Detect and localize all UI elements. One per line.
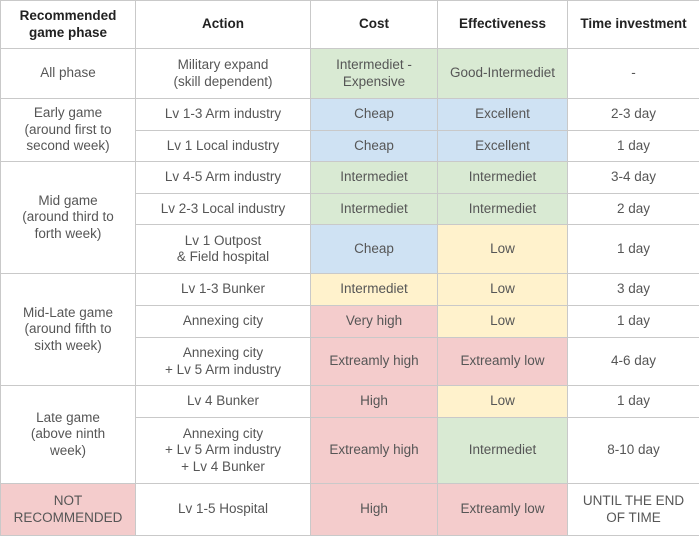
cell-cost: Intermediet	[311, 274, 438, 306]
cell-action: Lv 4 Bunker	[136, 386, 311, 418]
cell-cost: Very high	[311, 306, 438, 338]
table-row: Late game (above ninth week) Lv 4 Bunker…	[1, 386, 699, 418]
cell-action: Annexing city	[136, 306, 311, 338]
cell-effectiveness: Low	[438, 274, 568, 306]
header-time-investment: Time investment	[568, 1, 699, 49]
cell-effectiveness: Intermediet	[438, 162, 568, 194]
cell-cost: Cheap	[311, 131, 438, 162]
cell-cost: Intermediet	[311, 162, 438, 194]
cell-effectiveness: Good-Intermediet	[438, 49, 568, 99]
cell-effectiveness: Intermediet	[438, 418, 568, 484]
cell-cost: Cheap	[311, 225, 438, 274]
header-recommended-game-phase: Recommended game phase	[1, 1, 136, 49]
cell-cost: High	[311, 386, 438, 418]
cell-action: Annexing city + Lv 5 Arm industry + Lv 4…	[136, 418, 311, 484]
cell-time: 1 day	[568, 131, 699, 162]
cell-time: 1 day	[568, 306, 699, 338]
header-effectiveness: Effectiveness	[438, 1, 568, 49]
table-row: Mid game (around third to forth week) Lv…	[1, 162, 699, 194]
cell-action: Lv 1 Local industry	[136, 131, 311, 162]
cell-time: 3-4 day	[568, 162, 699, 194]
table-row: All phase Military expand (skill depende…	[1, 49, 699, 99]
cell-effectiveness: Low	[438, 225, 568, 274]
cell-action: Lv 1-3 Arm industry	[136, 99, 311, 131]
cell-time: 8-10 day	[568, 418, 699, 484]
cell-time: 2 day	[568, 194, 699, 225]
cell-phase-late-game: Late game (above ninth week)	[1, 386, 136, 484]
cell-phase-all: All phase	[1, 49, 136, 99]
cell-time: 3 day	[568, 274, 699, 306]
cell-effectiveness: Low	[438, 386, 568, 418]
cell-cost: Intermediet	[311, 194, 438, 225]
cell-time: UNTIL THE END OF TIME	[568, 484, 699, 536]
cell-effectiveness: Excellent	[438, 131, 568, 162]
header-action: Action	[136, 1, 311, 49]
cell-phase-early-game: Early game (around first to second week)	[1, 99, 136, 162]
header-cost: Cost	[311, 1, 438, 49]
cell-cost: Extreamly high	[311, 338, 438, 386]
cell-effectiveness: Intermediet	[438, 194, 568, 225]
cell-effectiveness: Extreamly low	[438, 338, 568, 386]
cell-time: 2-3 day	[568, 99, 699, 131]
cell-effectiveness: Extreamly low	[438, 484, 568, 536]
cell-time: 1 day	[568, 386, 699, 418]
cell-phase-mid-game: Mid game (around third to forth week)	[1, 162, 136, 274]
cell-action: Lv 1-5 Hospital	[136, 484, 311, 536]
cell-action: Lv 4-5 Arm industry	[136, 162, 311, 194]
cell-cost: Cheap	[311, 99, 438, 131]
cell-time: -	[568, 49, 699, 99]
table-row: Early game (around first to second week)…	[1, 99, 699, 131]
cell-action: Lv 1-3 Bunker	[136, 274, 311, 306]
cell-phase-not-recommended: NOT RECOMMENDED	[1, 484, 136, 536]
cell-action: Lv 2-3 Local industry	[136, 194, 311, 225]
cell-effectiveness: Excellent	[438, 99, 568, 131]
cell-action: Annexing city + Lv 5 Arm industry	[136, 338, 311, 386]
cell-cost: Extreamly high	[311, 418, 438, 484]
cell-phase-mid-late-game: Mid-Late game (around fifth to sixth wee…	[1, 274, 136, 386]
table-row: Mid-Late game (around fifth to sixth wee…	[1, 274, 699, 306]
cell-cost: Intermediet - Expensive	[311, 49, 438, 99]
cell-time: 4-6 day	[568, 338, 699, 386]
cell-time: 1 day	[568, 225, 699, 274]
cell-cost: High	[311, 484, 438, 536]
cell-effectiveness: Low	[438, 306, 568, 338]
header-row: Recommended game phase Action Cost Effec…	[1, 1, 699, 49]
cell-action: Lv 1 Outpost & Field hospital	[136, 225, 311, 274]
cell-action: Military expand (skill dependent)	[136, 49, 311, 99]
table-row: NOT RECOMMENDED Lv 1-5 Hospital High Ext…	[1, 484, 699, 536]
